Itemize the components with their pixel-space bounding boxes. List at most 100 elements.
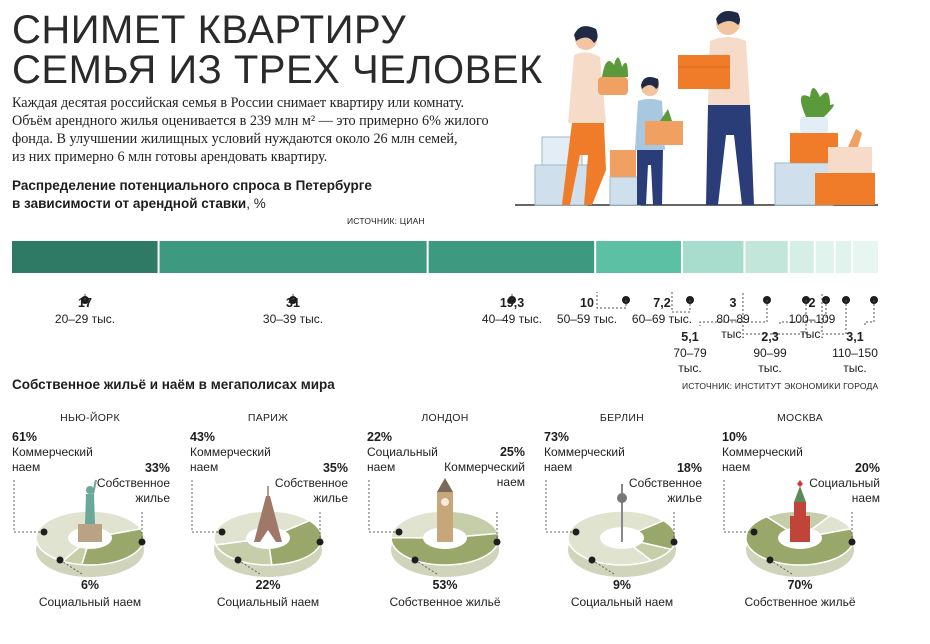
donut-slice-own [619, 519, 677, 551]
city-share-label: Социальный наем [367, 445, 438, 475]
city-share-label: Коммерческий наем [12, 445, 93, 475]
donut-slice-own [267, 519, 323, 566]
city-name: МОСКВА [776, 412, 824, 424]
intro-line-4: из них примерно 6 млн готовы арендовать … [12, 149, 328, 165]
city-share-label-line: Собственное жильё [744, 595, 856, 609]
berlin-tv-tower-icon [617, 484, 627, 542]
demand-range-label-unit: тыс. [800, 327, 824, 341]
demand-value-label: 7,2 [653, 296, 671, 310]
city-share-label: Коммерческий наем [425, 460, 525, 490]
city-share-label-line: наем [12, 460, 41, 474]
demand-range-label: 70–79 [673, 346, 707, 360]
donut-hole [246, 527, 290, 549]
city-share-label: Собственное жильё [365, 595, 525, 610]
city-marker-dot [56, 556, 64, 564]
demand-heading-line-1: Распределение потенциального спроса в Пе… [12, 178, 372, 193]
demand-value-label: 19,3 [499, 296, 525, 310]
eiffel-tower-icon [254, 486, 282, 542]
box-stack-left-icon [534, 136, 641, 206]
city-marker-dot [234, 556, 242, 564]
big-ben-icon [437, 478, 453, 542]
mother-figure-icon [562, 26, 628, 205]
city-marker-dot [572, 528, 580, 536]
city-name: ЛОНДОН [421, 412, 469, 424]
city-share-percent: 20% [854, 461, 880, 475]
city-share-label-line: Социальный [367, 445, 438, 459]
city-share-label: Собственное жильё [720, 595, 880, 610]
demand-value-label: 2,3 [761, 330, 779, 344]
demand-source: ИСТОЧНИК: ЦИАН [347, 216, 425, 226]
demand-heading: Распределение потенциального спроса в Пе… [12, 177, 372, 213]
city-marker-dot [395, 528, 403, 536]
demand-range-label: 80–89 [716, 312, 750, 326]
demand-heading-unit: , % [246, 196, 266, 211]
city-share-percent: 53% [432, 578, 458, 592]
city-share-label: Собственное жилье [70, 476, 170, 506]
city-share-label: Социальный наем [188, 595, 348, 610]
demand-source-bottom: ИСТОЧНИК: ИНСТИТУТ ЭКОНОМИКИ ГОРОДА [682, 381, 879, 391]
city-share-label: Коммерческий наем [544, 445, 625, 475]
city-share-label-line: Собственное [274, 476, 348, 490]
city-connector [13, 478, 44, 533]
demand-bar-segment [12, 241, 158, 273]
demand-connector [596, 292, 627, 309]
city-share-percent: 43% [190, 430, 216, 444]
city-name: ПАРИЖ [247, 412, 289, 424]
demand-range-label: 60–69 тыс. [631, 312, 693, 326]
city-marker-dot [588, 556, 596, 564]
city-name: НЬЮ-ЙОРК [60, 412, 120, 424]
city-connector [59, 559, 83, 575]
city-share-label: Социальный наем [780, 476, 880, 506]
demand-range-label: 100–109 [788, 312, 836, 326]
city-share-label-line: жилье [667, 491, 702, 505]
demand-range-label: 30–39 тыс. [262, 312, 324, 326]
city-share-label-line: Социальный наем [216, 595, 320, 609]
city-marker-dot [411, 556, 419, 564]
city-share-label-line: наем [722, 460, 751, 474]
city-share-label-line: наем [367, 460, 396, 474]
demand-connector [864, 300, 875, 326]
father-figure-icon [678, 11, 754, 205]
child-figure-icon [635, 77, 683, 205]
city-connector [723, 478, 754, 533]
intro-paragraph: Каждая десятая российская семья в России… [12, 94, 522, 166]
page-title-line-1: СНИМЕТ КВАРТИРУ [12, 8, 407, 52]
demand-bar-segment [835, 241, 852, 273]
statue-of-liberty-icon [78, 479, 102, 542]
city-share-percent: 33% [144, 461, 170, 475]
intro-line-3: фонда. В улучшении жилищных условий нужд… [12, 131, 458, 147]
city-share-percent: 6% [80, 578, 100, 592]
city-share-percent: 25% [499, 445, 525, 459]
city-share-percent: 10% [722, 430, 748, 444]
city-marker-dot [40, 528, 48, 536]
city-share-percent: 18% [676, 461, 702, 475]
demand-bar-segment [596, 241, 681, 273]
demand-range-label: 110–150 [832, 346, 878, 360]
family-moving-illustration [515, 11, 878, 206]
city-share-label-line: наем [190, 460, 219, 474]
demand-range-label: 90–99 [753, 346, 787, 360]
city-share-label: Социальный наем [542, 595, 702, 610]
kremlin-tower-icon [790, 480, 810, 542]
city-connector [368, 478, 399, 533]
demand-range-label-unit: тыс. [758, 361, 782, 375]
city-connector [591, 559, 615, 575]
city-marker-dot [766, 556, 774, 564]
city-share-label-line: Коммерческий [722, 445, 803, 459]
city-marker-dot [493, 538, 501, 546]
city-share-label-line: Коммерческий [544, 445, 625, 459]
city-share-percent: 73% [544, 430, 570, 444]
demand-range-label: 20–29 тыс. [54, 312, 116, 326]
city-share-percent: 22% [255, 578, 281, 592]
city-share-percent: 70% [787, 578, 813, 592]
city-share-label: Собственное жилье [248, 476, 348, 506]
city-share-label-line: Социальный наем [570, 595, 674, 609]
demand-connector [779, 300, 827, 326]
city-share-label-line: Социальный наем [38, 595, 142, 609]
demand-value-label: 3,1 [846, 330, 864, 344]
intro-line-2: Объём арендного жилья оценивается в 239 … [12, 113, 489, 129]
city-connector [414, 559, 438, 575]
city-share-label-line: наем [851, 491, 880, 505]
city-share-label-line: Собственное [628, 476, 702, 490]
intro-line-1: Каждая десятая российская семья в России… [12, 95, 465, 111]
